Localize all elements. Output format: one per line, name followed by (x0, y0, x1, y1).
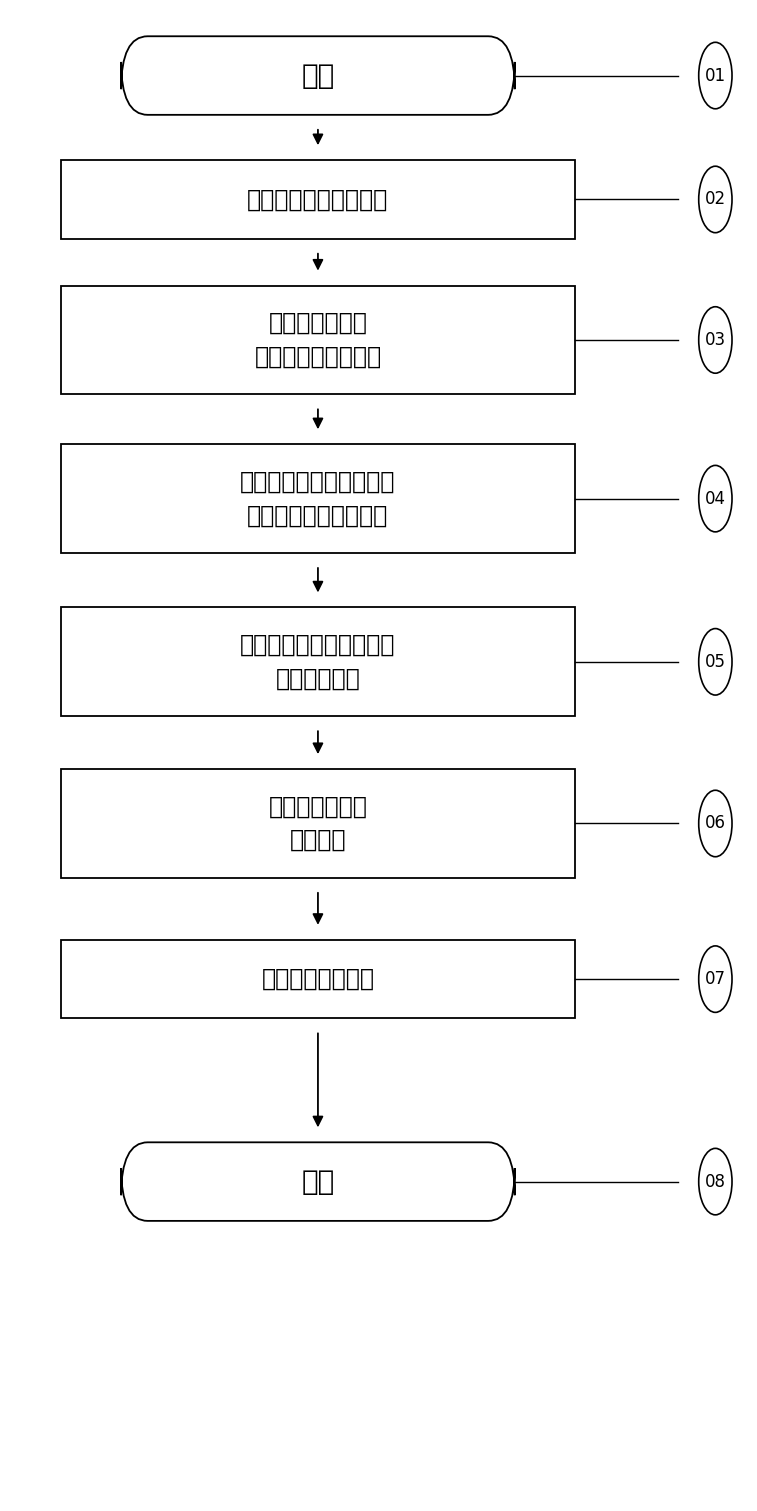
Text: 驱动步进电机转动: 驱动步进电机转动 (261, 967, 375, 991)
FancyBboxPatch shape (61, 940, 575, 1018)
Text: 03: 03 (705, 331, 726, 349)
Text: 获取当前角度、
指令控制的目标角度: 获取当前角度、 指令控制的目标角度 (254, 311, 382, 369)
Circle shape (699, 307, 732, 373)
FancyBboxPatch shape (61, 769, 575, 878)
FancyBboxPatch shape (61, 444, 575, 553)
FancyBboxPatch shape (121, 36, 515, 115)
Circle shape (699, 946, 732, 1012)
Text: 开始: 开始 (301, 62, 335, 89)
Text: 02: 02 (705, 190, 726, 209)
Text: 01: 01 (705, 66, 726, 85)
Text: 分别计算目标角度、当前
角度转动圈数: 分别计算目标角度、当前 角度转动圈数 (240, 633, 396, 691)
FancyBboxPatch shape (61, 160, 575, 239)
Text: 07: 07 (705, 970, 726, 988)
FancyBboxPatch shape (61, 607, 575, 716)
Circle shape (699, 42, 732, 109)
Text: 结束: 结束 (301, 1168, 335, 1195)
Text: 05: 05 (705, 653, 726, 671)
Text: 计算转动方向、
转动步数: 计算转动方向、 转动步数 (269, 795, 367, 852)
FancyBboxPatch shape (61, 286, 575, 394)
Text: 04: 04 (705, 490, 726, 508)
Circle shape (699, 465, 732, 532)
Circle shape (699, 629, 732, 695)
Circle shape (699, 790, 732, 857)
Text: 获取电调天线相关参量: 获取电调天线相关参量 (248, 187, 388, 212)
Circle shape (699, 166, 732, 233)
Text: 分别读取目标角、当前角
邻近的整数度转动圈数: 分别读取目标角、当前角 邻近的整数度转动圈数 (240, 470, 396, 527)
FancyBboxPatch shape (121, 1142, 515, 1221)
Text: 08: 08 (705, 1173, 726, 1191)
Text: 06: 06 (705, 814, 726, 833)
Circle shape (699, 1148, 732, 1215)
